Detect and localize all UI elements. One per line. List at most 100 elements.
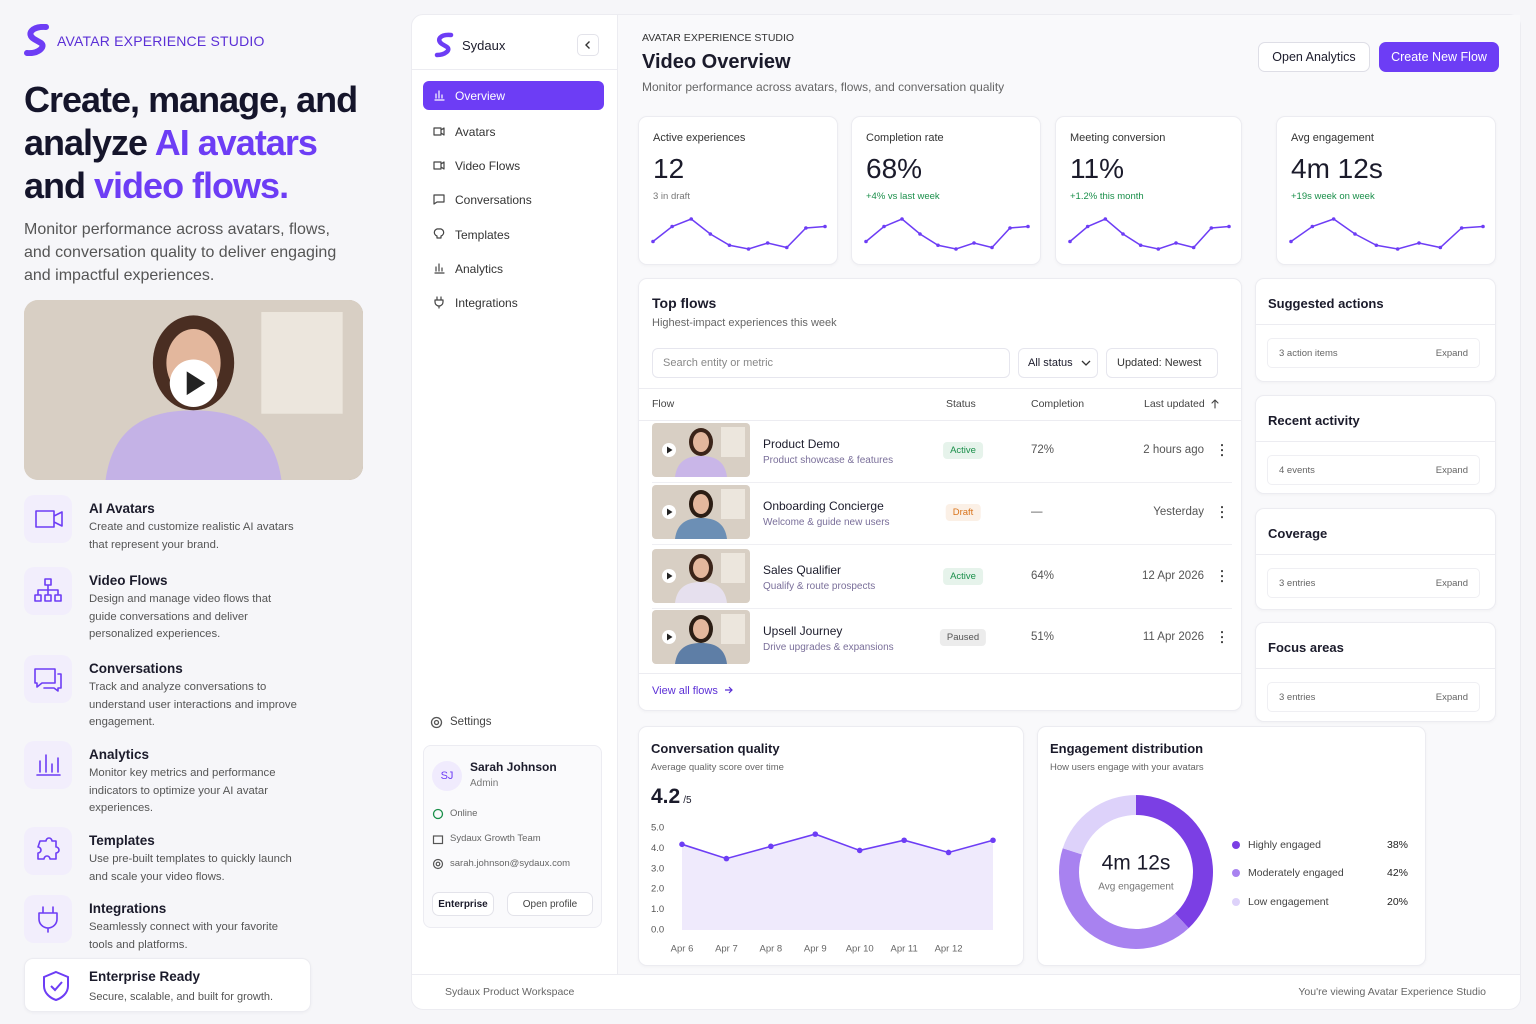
nav-item[interactable]: Analytics <box>423 254 604 283</box>
kpi-label: Avg engagement <box>1291 132 1374 144</box>
panel-summary: 3 entries <box>1279 578 1316 589</box>
quality-title: Conversation quality <box>651 741 780 756</box>
top-flows-title: Top flows <box>652 295 717 311</box>
chevron-icon <box>585 41 590 49</box>
icon-path <box>433 127 445 136</box>
sort-select[interactable]: Updated: Newest <box>1106 348 1218 378</box>
sparkline-point <box>727 243 732 248</box>
icon <box>36 754 61 776</box>
kpi-card: Avg engagement 4m 12s +19s week on week <box>1276 116 1496 265</box>
icon-path <box>434 263 445 274</box>
headline-text: Create, manage, and analyze <box>24 79 358 163</box>
panel-action: Expand <box>1435 465 1468 476</box>
icon-path <box>433 194 445 205</box>
collapse-button[interactable] <box>577 34 599 56</box>
open-analytics-button[interactable]: Open Analytics <box>1258 42 1370 72</box>
row-divider <box>652 608 1232 609</box>
kpi-card: Meeting conversion 11% +1.2% this month <box>1055 116 1242 265</box>
nav-label: Video Flows <box>455 159 521 173</box>
create-flow-button[interactable]: Create New Flow <box>1379 42 1499 72</box>
sparkline-point <box>1191 245 1196 250</box>
hero-description: Monitor performance across avatars, flow… <box>24 221 337 284</box>
status-badge: Paused <box>939 629 987 646</box>
status-badge: Active <box>943 442 983 459</box>
nav-item[interactable]: Video Flows <box>423 151 604 180</box>
panel-action: Expand <box>1435 578 1468 589</box>
play-triangle <box>667 508 673 516</box>
nav-item[interactable]: Templates <box>423 220 604 249</box>
panel-action: Expand <box>1435 692 1468 703</box>
sparkline <box>1068 217 1231 251</box>
panel-row[interactable]: 3 entries Expand <box>1267 568 1480 598</box>
avatar-image <box>24 300 363 480</box>
flow-name: Onboarding Concierge <box>763 499 884 513</box>
column-header: Status <box>946 398 976 410</box>
sparkline-point <box>1156 247 1161 251</box>
view-all-link[interactable]: View all flows <box>652 685 734 697</box>
status-filter[interactable]: All status <box>1018 348 1098 378</box>
settings-icon <box>430 716 443 729</box>
panel-row[interactable]: 4 events Expand <box>1267 455 1480 485</box>
torso <box>675 518 727 539</box>
icon <box>433 228 445 239</box>
search-input[interactable]: Search entity or metric <box>652 348 1010 378</box>
shield-icon <box>43 970 69 1002</box>
torso <box>675 456 727 477</box>
feature-icon <box>24 655 72 703</box>
sparkline-line <box>865 218 1029 250</box>
open-profile-button[interactable]: Open profile <box>507 892 593 916</box>
icon <box>34 668 62 692</box>
sparkline-point <box>689 217 694 221</box>
kpi-value: 68% <box>866 153 923 184</box>
play-triangle <box>186 371 206 396</box>
flow-completion: 72% <box>1031 444 1055 456</box>
panel-action: Expand <box>1435 348 1468 359</box>
panel-divider <box>1256 441 1495 442</box>
sparkline-point <box>1417 241 1421 245</box>
sparkline-line <box>1069 218 1230 250</box>
flow-description: Welcome & guide new users <box>763 517 890 528</box>
plan-button[interactable]: Enterprise <box>432 892 494 916</box>
icon <box>433 127 445 136</box>
feature-title: AI Avatars <box>89 501 155 516</box>
sparkline-point <box>804 226 808 230</box>
icon <box>1211 399 1219 409</box>
sparkline-point <box>1331 217 1336 221</box>
icon <box>1221 631 1223 644</box>
panel-row[interactable]: 3 action items Expand <box>1267 338 1480 368</box>
nav-label: Analytics <box>455 262 504 276</box>
sidebar-logo <box>434 32 454 58</box>
sparkline-point <box>1374 243 1379 248</box>
dropdown-icon <box>1081 360 1091 366</box>
window <box>721 489 745 519</box>
flow-description: Qualify & route prospects <box>763 581 876 592</box>
nav-label: Avatars <box>455 125 496 139</box>
headline-accent: AI avatars <box>154 122 318 163</box>
nav-label: Templates <box>455 228 510 242</box>
icon-path <box>1211 399 1219 409</box>
side-panel: Coverage 3 entries Expand <box>1255 508 1496 610</box>
side-panel: Focus areas 3 entries Expand <box>1255 622 1496 722</box>
hero-video[interactable] <box>24 300 363 480</box>
table-rule <box>639 420 1241 421</box>
kpi-note: +4% vs last week <box>866 191 940 202</box>
settings-link[interactable]: Settings <box>428 714 548 732</box>
header-title: Video Overview <box>642 51 791 73</box>
flow-updated: Yesterday <box>1153 506 1204 518</box>
nav-label: Conversations <box>455 193 532 207</box>
nav-item[interactable]: Avatars <box>423 117 604 146</box>
header-eyebrow: AVATAR EXPERIENCE STUDIO <box>642 32 795 44</box>
arrow-icon <box>724 686 733 694</box>
nav-item[interactable]: Conversations <box>423 185 604 214</box>
sparkline <box>864 217 1030 251</box>
enterprise-title: Enterprise Ready <box>89 969 201 984</box>
feature-icon <box>24 827 72 875</box>
nav-item[interactable]: Overview <box>423 81 604 110</box>
score-scale: /5 <box>683 795 692 806</box>
status-filter-label: All status <box>1028 357 1073 369</box>
panel-divider <box>1256 668 1495 669</box>
sparkline-point <box>1481 224 1485 229</box>
nav-item[interactable]: Integrations <box>423 288 604 317</box>
window <box>261 312 343 414</box>
panel-row[interactable]: 3 entries Expand <box>1267 682 1480 712</box>
